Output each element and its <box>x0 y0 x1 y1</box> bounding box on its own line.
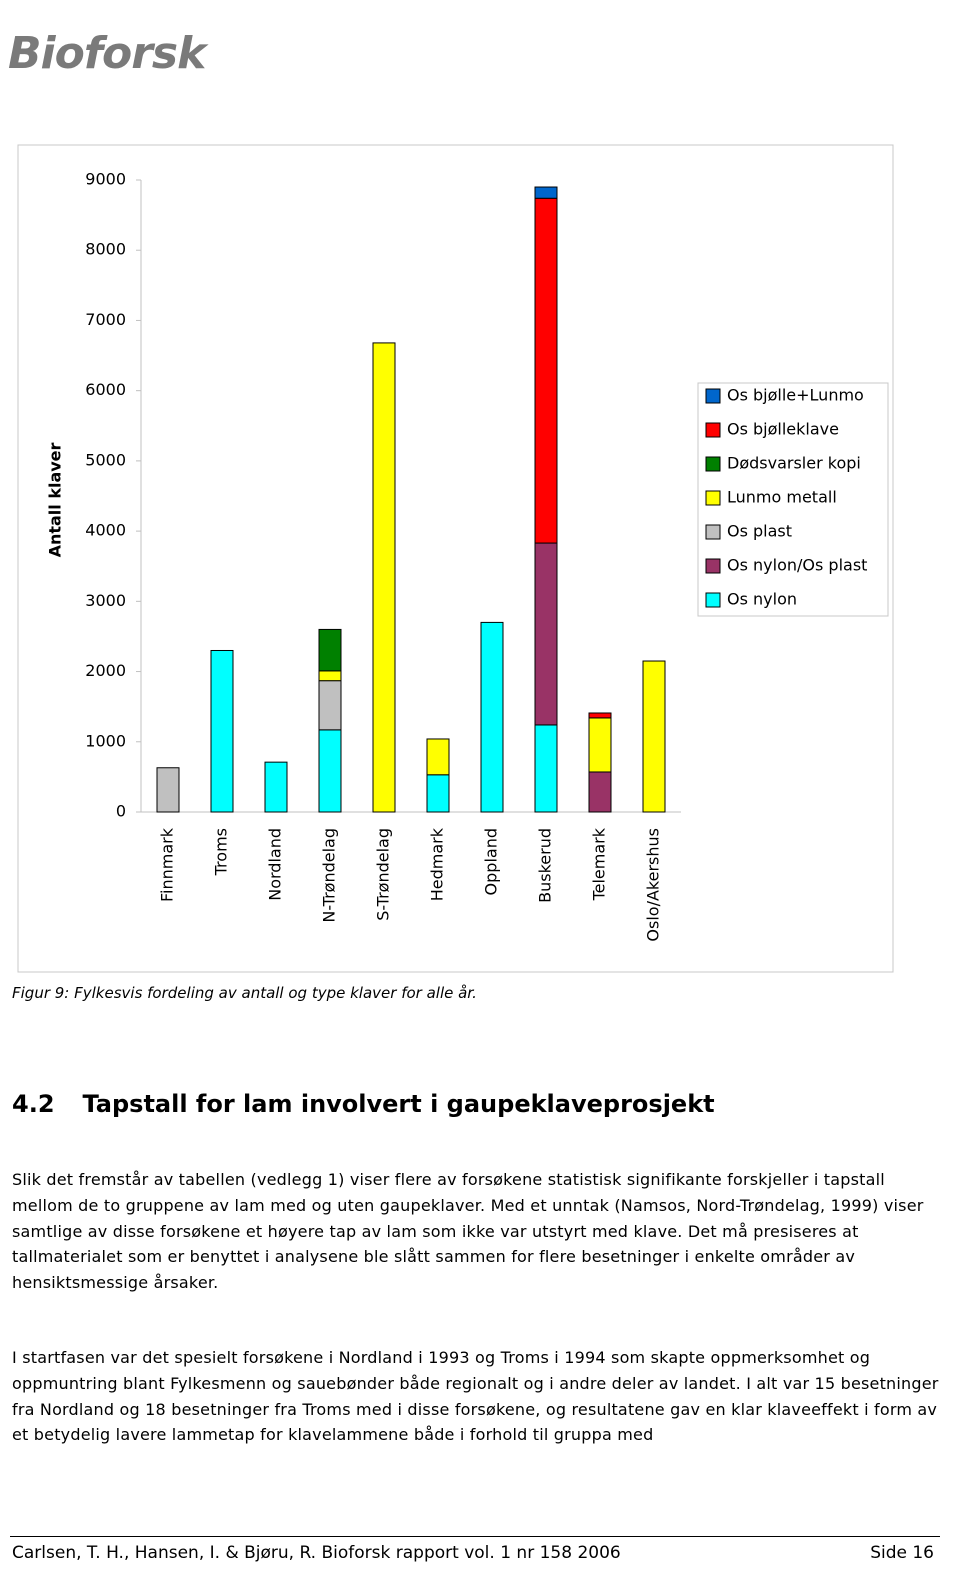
legend-swatch <box>705 388 721 404</box>
bar-segment <box>426 774 450 813</box>
y-tick-label: 3000 <box>85 591 126 610</box>
footer-left: Carlsen, T. H., Hansen, I. & Bjøru, R. B… <box>12 1543 621 1563</box>
y-tick-label: 6000 <box>85 380 126 399</box>
section-number: 4.2 <box>12 1090 55 1118</box>
bar-segment <box>318 670 342 682</box>
x-tick-label: Finnmark <box>158 827 177 902</box>
y-tick-label: 0 <box>116 802 126 821</box>
legend-label: Os plast <box>727 522 792 541</box>
paragraph: Slik det fremstår av tabellen (vedlegg 1… <box>12 1170 924 1293</box>
logo: Bioforsk <box>8 28 206 79</box>
x-tick-label: Buskerud <box>536 828 555 903</box>
legend-label: Os bjølle+Lunmo <box>727 386 864 405</box>
x-tick-label: Telemark <box>590 827 609 901</box>
y-axis-label: Antall klaver <box>46 442 65 557</box>
x-tick-label: Oppland <box>482 828 501 895</box>
x-tick-label: Hedmark <box>428 827 447 901</box>
legend-swatch <box>705 490 721 506</box>
section-title: Tapstall for lam involvert i gaupeklavep… <box>82 1090 715 1118</box>
y-tick-label: 7000 <box>85 310 126 329</box>
bar-segment <box>210 649 234 813</box>
legend-swatch <box>705 456 721 472</box>
bar-segment <box>534 197 558 544</box>
legend-label: Os nylon <box>727 590 797 609</box>
y-tick-label: 2000 <box>85 661 126 680</box>
bar-segment <box>642 660 666 813</box>
footer-right: Side 16 <box>870 1543 934 1563</box>
bar-segment <box>372 342 396 813</box>
footer-rule <box>10 1536 940 1537</box>
legend-swatch <box>705 558 721 574</box>
x-tick-label: Troms <box>212 828 231 876</box>
y-tick-label: 4000 <box>85 521 126 540</box>
x-tick-label: Nordland <box>266 828 285 901</box>
y-tick-label: 1000 <box>85 731 126 750</box>
legend-label: Dødsvarsler kopi <box>727 454 861 473</box>
bar-segment <box>534 186 558 199</box>
bar-segment <box>156 767 180 813</box>
y-tick-label: 8000 <box>85 240 126 259</box>
bar-segment <box>588 771 612 813</box>
bar-segment <box>534 724 558 813</box>
bar-segment <box>318 729 342 813</box>
x-tick-label: S-Trøndelag <box>374 828 393 921</box>
legend-swatch <box>705 592 721 608</box>
legend-swatch <box>705 524 721 540</box>
bar-segment <box>426 738 450 776</box>
y-tick-label: 5000 <box>85 450 126 469</box>
x-tick-label: Oslo/Akershus <box>644 828 663 942</box>
bar-segment <box>318 680 342 731</box>
bar-segment <box>480 621 504 813</box>
bar-segment <box>588 717 612 773</box>
caption: Figur 9: Fylkesvis fordeling av antall o… <box>12 984 477 1002</box>
legend <box>697 382 889 617</box>
paragraph: I startfasen var det spesielt forsøkene … <box>12 1348 939 1445</box>
x-tick-label: N-Trøndelag <box>320 828 339 923</box>
legend-label: Os nylon/Os plast <box>727 556 867 575</box>
chart: Antall klaver 0 1000 2000 3000 4000 5000 6000 7… <box>17 144 894 973</box>
section-heading: 4.2 Tapstall for lam involvert i gaupekla… <box>12 1090 715 1118</box>
bar-segment <box>588 712 612 719</box>
y-tick-label: 9000 <box>85 170 126 189</box>
bar-segment <box>264 761 288 813</box>
legend-label: Lunmo metall <box>727 488 837 507</box>
legend-swatch <box>705 422 721 438</box>
bar-segment <box>534 542 558 726</box>
bar-segment <box>318 628 342 672</box>
legend-label: Os bjølleklave <box>727 420 839 439</box>
